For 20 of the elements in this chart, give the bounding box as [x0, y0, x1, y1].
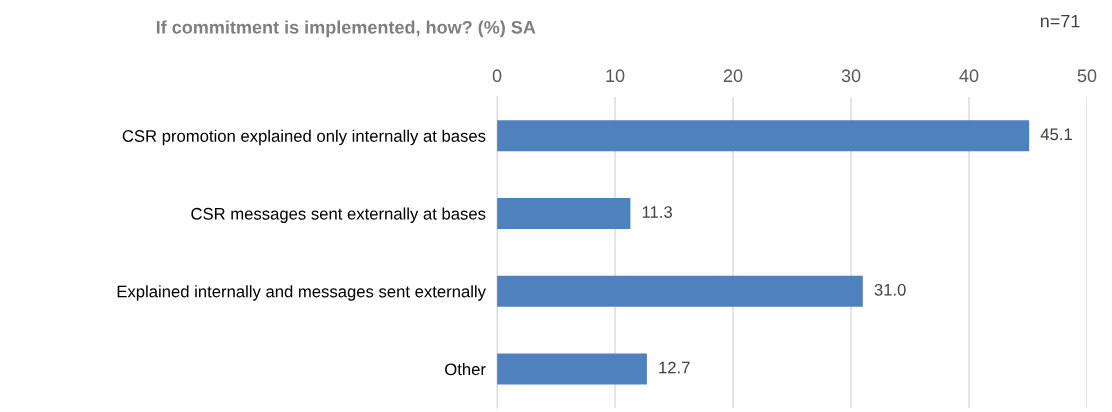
data-label: 12.7: [659, 361, 690, 374]
x-tick-label: 10: [606, 69, 625, 83]
x-tick-label: 0: [492, 69, 502, 83]
bar: [497, 353, 647, 385]
x-tick-label: 50: [1077, 69, 1097, 83]
text: If commitment is implemented, how? (%) SA: [156, 20, 536, 38]
y-tick-label: CSR messages sent externally at bases: [191, 207, 486, 223]
text: n=71: [1040, 14, 1080, 28]
bar: [497, 120, 1030, 152]
bar: [497, 275, 863, 307]
x-tick-label: 30: [841, 69, 861, 83]
data-label: 31.0: [874, 283, 906, 296]
y-tick-label: Other: [445, 362, 486, 376]
bar: [497, 197, 631, 230]
x-tick-label: 40: [959, 69, 979, 83]
data-label: 45.1: [1040, 128, 1072, 141]
data-label: 11.3: [642, 206, 672, 218]
x-tick-label: 20: [723, 69, 743, 83]
y-tick-label: Explained internally and messages sent externally: [117, 285, 486, 301]
y-tick-label: CSR promotion explained only internally at bases: [122, 129, 486, 146]
